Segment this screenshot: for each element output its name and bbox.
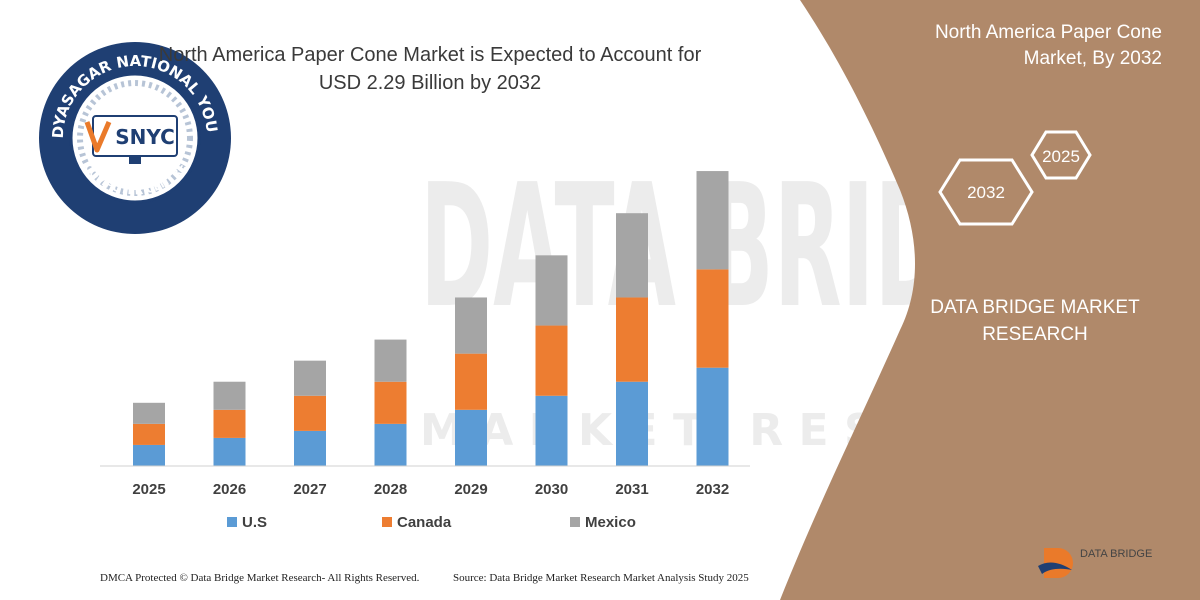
x-tick-label: 2025 (132, 481, 165, 498)
company-name-line-1: DATA BRIDGE MARKET (930, 297, 1140, 318)
bar-u-s-2025 (133, 444, 165, 466)
x-tick-label: 2032 (696, 481, 729, 498)
chart-legend: U.S Canada Mexico (227, 514, 636, 531)
x-tick-label: 2031 (615, 481, 648, 498)
year-hexagons: 2025 2032 (938, 130, 1092, 226)
bar-canada-2026 (213, 409, 246, 438)
hexagon-2032-label: 2032 (967, 183, 1005, 202)
bar-u-s-2030 (535, 395, 568, 466)
hexagon-2025-label: 2025 (1042, 147, 1080, 166)
bar-mexico-2032 (696, 171, 729, 270)
x-tick-labels: 2025 2026 2027 2028 2029 2030 2031 2032 (132, 481, 729, 498)
bar-u-s-2028 (374, 423, 407, 466)
chart-bars (133, 171, 729, 466)
bar-canada-2028 (374, 381, 407, 424)
hexagon-2025 (1030, 130, 1092, 180)
x-tick-label: 2029 (454, 481, 487, 498)
legend-label: Mexico (585, 514, 636, 531)
company-name-line-2: RESEARCH (982, 324, 1088, 345)
seal-initials: SNYC (115, 125, 175, 149)
panel-title-line-2: Market, By 2032 (1023, 48, 1162, 69)
vsnyc-seal-logo: VIDYASAGAR NATIONAL YOUTH COMPUTER CENTR… (35, 38, 231, 234)
bar-u-s-2027 (294, 430, 326, 466)
legend-label: U.S (242, 514, 267, 531)
bar-mexico-2025 (133, 402, 165, 424)
bar-mexico-2027 (294, 360, 326, 396)
chart-title-line-1: North America Paper Cone Market is Expec… (158, 44, 702, 66)
bar-canada-2030 (535, 325, 568, 396)
bar-u-s-2026 (213, 437, 246, 466)
bar-canada-2031 (616, 297, 648, 382)
x-tick-label: 2027 (293, 481, 326, 498)
footer-copyright: DMCA Protected © Data Bridge Market Rese… (100, 572, 420, 584)
x-tick-label: 2030 (535, 481, 568, 498)
footer-source: Source: Data Bridge Market Research Mark… (453, 572, 749, 584)
legend-swatch (570, 517, 580, 527)
chart-title-line-2: USD 2.29 Billion by 2032 (318, 72, 542, 94)
legend-label: Canada (397, 514, 452, 531)
x-tick-label: 2028 (374, 481, 407, 498)
corner-logo-text: DATA BRIDGE (1080, 548, 1153, 560)
stacked-bar-chart: 2025 2026 2027 2028 2029 2030 2031 2032 U.S Cana… (100, 171, 750, 531)
legend-swatch (227, 517, 237, 527)
data-bridge-logo-icon (1038, 548, 1073, 578)
hexagon-2032 (938, 158, 1034, 226)
legend-swatch (382, 517, 392, 527)
bar-canada-2029 (455, 353, 487, 410)
bar-canada-2032 (696, 269, 729, 368)
bar-mexico-2031 (616, 213, 648, 298)
seal-laurel-ring (77, 80, 193, 196)
x-tick-label: 2026 (213, 481, 246, 498)
monitor-icon (84, 115, 178, 164)
bar-mexico-2030 (535, 255, 568, 326)
bar-mexico-2029 (455, 297, 487, 354)
bar-mexico-2026 (213, 381, 246, 410)
side-panel-shape (780, 0, 1200, 600)
bar-u-s-2029 (455, 409, 487, 466)
panel-title-line-1: North America Paper Cone (934, 22, 1162, 43)
bar-u-s-2031 (616, 381, 648, 466)
bar-mexico-2028 (374, 339, 407, 382)
bar-u-s-2032 (696, 367, 729, 466)
bar-canada-2025 (133, 423, 165, 445)
bar-canada-2027 (294, 395, 326, 431)
